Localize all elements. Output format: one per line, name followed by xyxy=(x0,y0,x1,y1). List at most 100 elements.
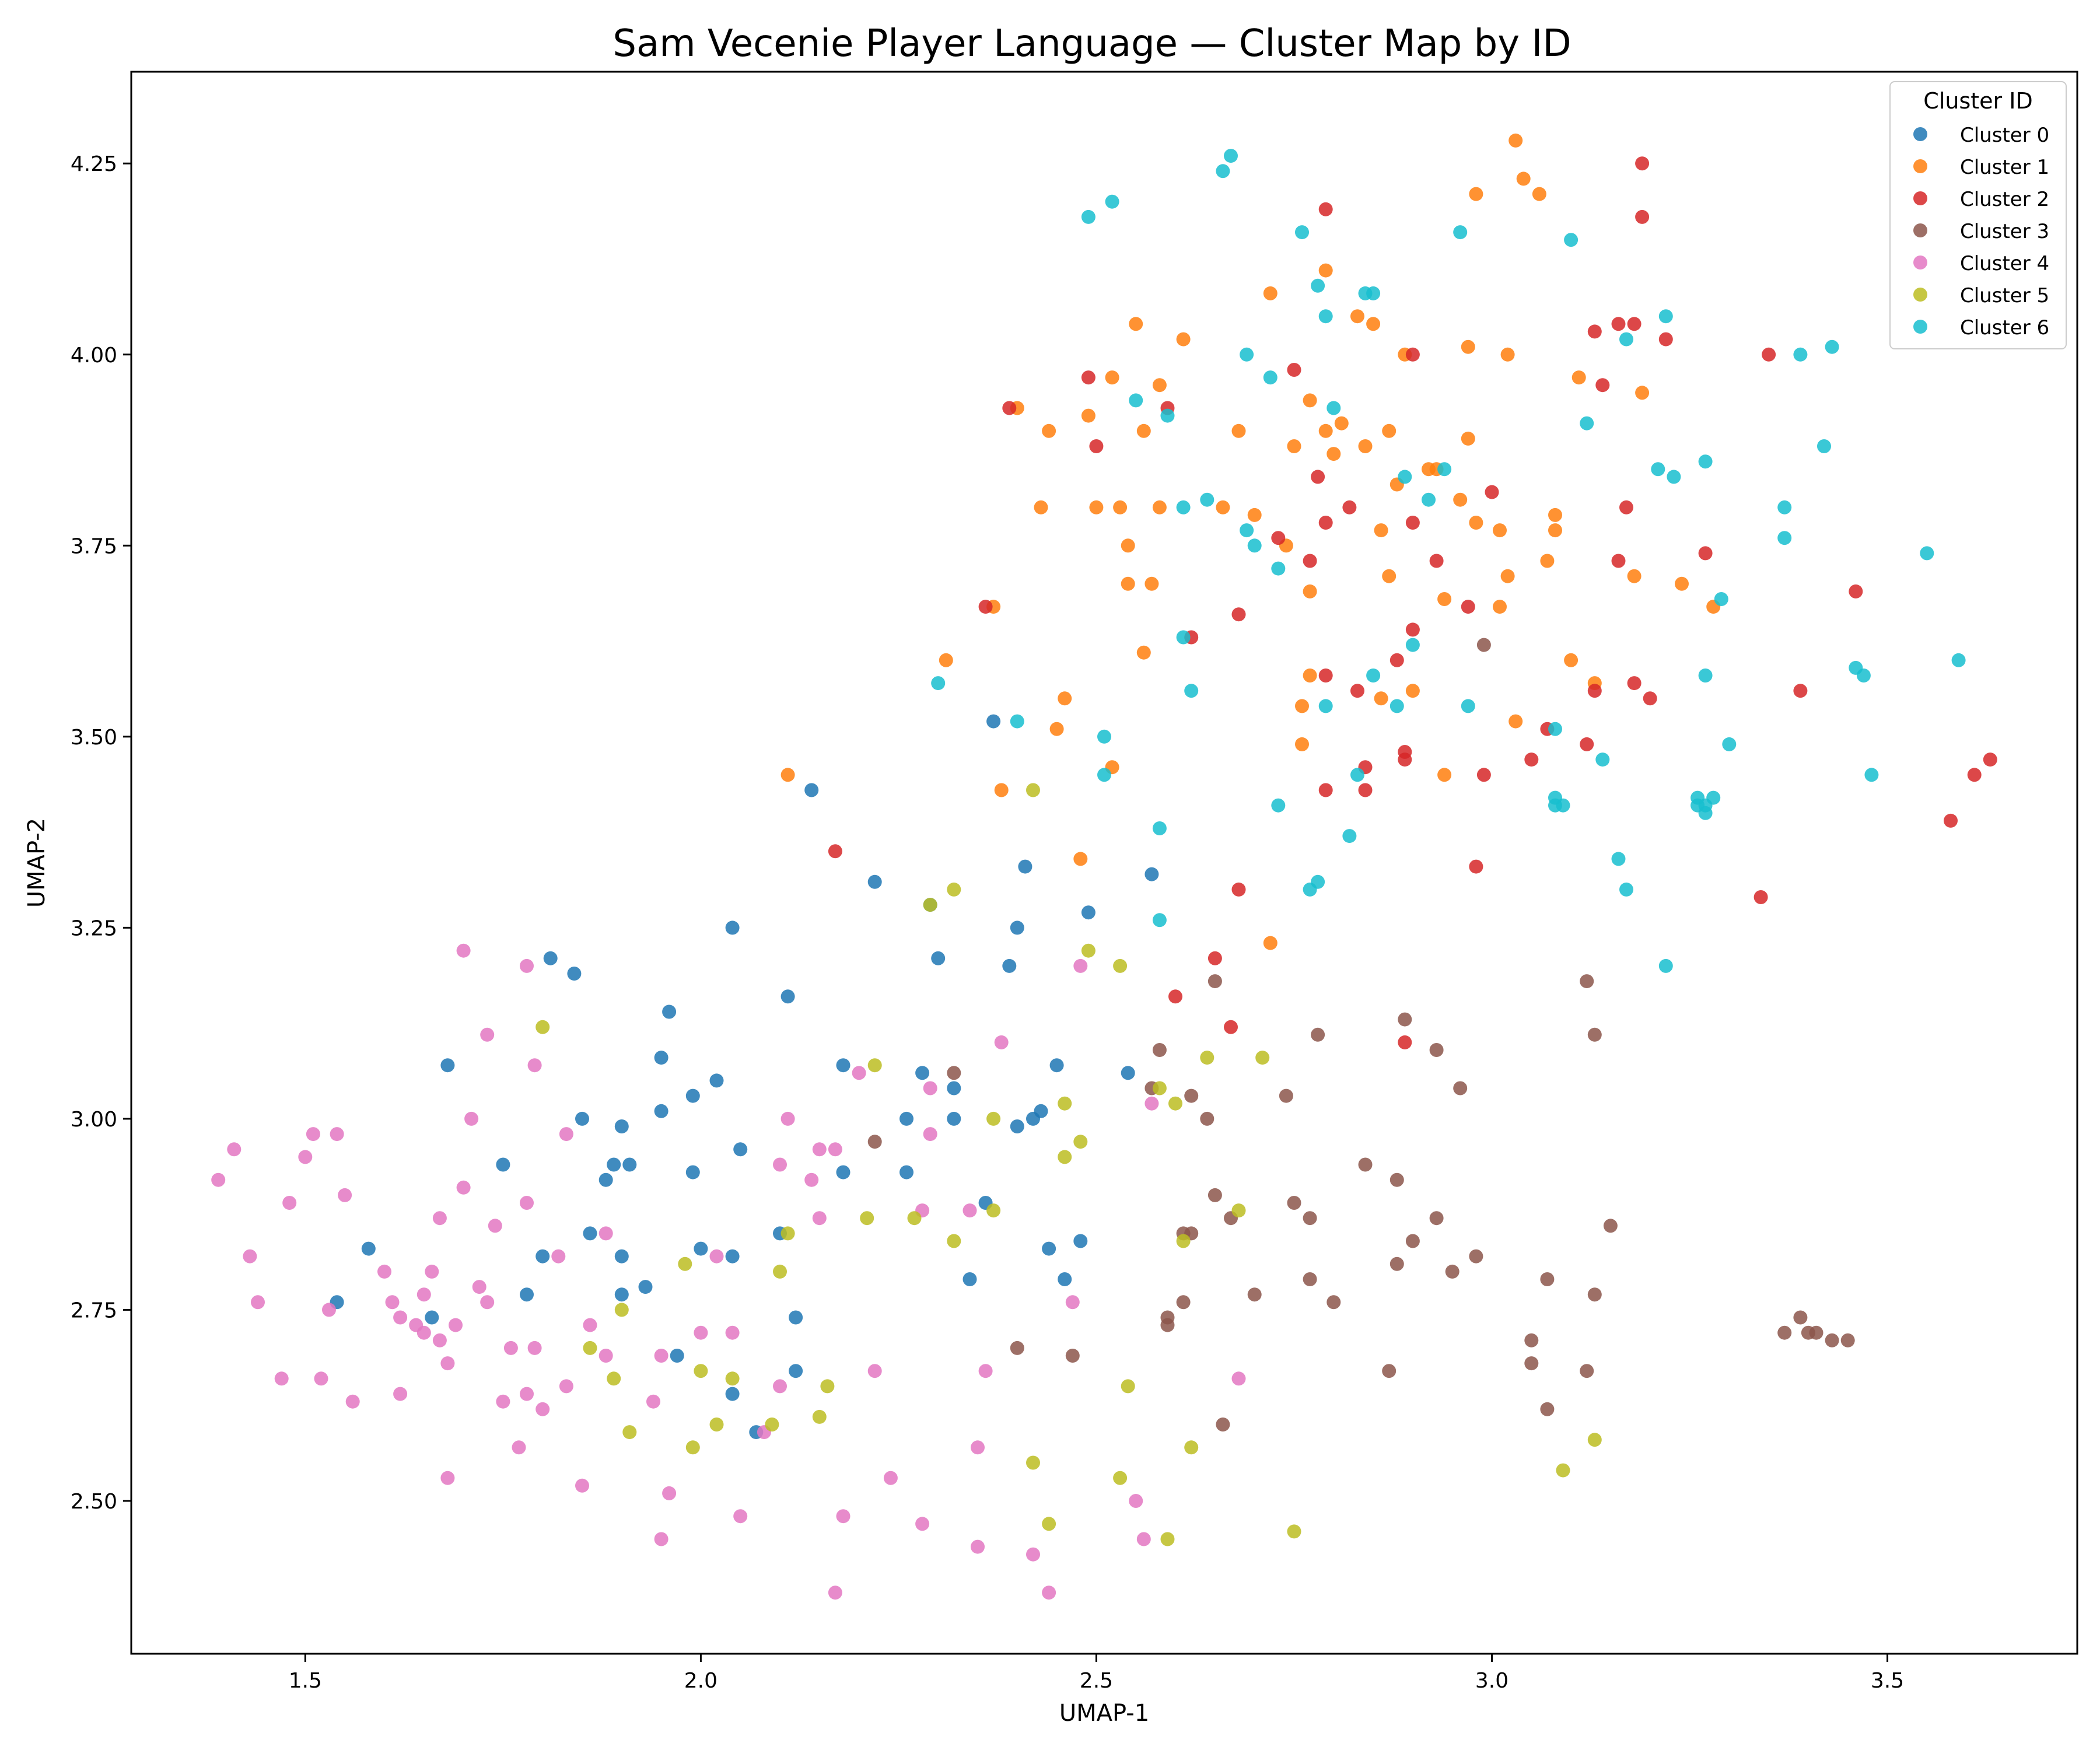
point-cluster-6-59 xyxy=(1698,668,1713,682)
point-cluster-0-22 xyxy=(685,1088,700,1103)
point-cluster-2-16 xyxy=(1318,668,1333,682)
point-cluster-1-20 xyxy=(1144,576,1159,591)
point-cluster-2-14 xyxy=(1303,554,1317,568)
point-cluster-2-53 xyxy=(1762,347,1776,362)
point-cluster-1-24 xyxy=(1216,500,1230,514)
point-cluster-1-1 xyxy=(939,653,953,667)
legend-marker xyxy=(1913,159,1927,173)
point-cluster-1-42 xyxy=(1366,317,1381,331)
point-cluster-0-25 xyxy=(709,1073,724,1088)
point-cluster-1-57 xyxy=(1469,187,1483,201)
point-cluster-4-29 xyxy=(472,1280,487,1294)
point-cluster-3-38 xyxy=(1540,1272,1555,1286)
point-cluster-2-41 xyxy=(1595,378,1610,393)
point-cluster-6-29 xyxy=(1342,829,1357,844)
point-cluster-3-33 xyxy=(1453,1081,1468,1096)
point-cluster-2-19 xyxy=(1318,516,1333,530)
point-cluster-0-28 xyxy=(725,1387,740,1401)
point-cluster-0-21 xyxy=(670,1349,684,1363)
point-cluster-0-45 xyxy=(947,1081,961,1096)
point-cluster-4-24 xyxy=(440,1471,455,1485)
point-cluster-3-30 xyxy=(1429,1043,1444,1057)
point-cluster-0-49 xyxy=(1002,958,1017,973)
point-cluster-5-20 xyxy=(947,1234,961,1248)
point-cluster-1-7 xyxy=(1049,722,1064,736)
point-cluster-4-51 xyxy=(654,1349,668,1363)
point-cluster-2-35 xyxy=(1485,485,1499,499)
point-cluster-1-45 xyxy=(1382,424,1396,438)
point-cluster-0-58 xyxy=(1073,1234,1088,1248)
point-cluster-4-47 xyxy=(598,1226,613,1241)
point-cluster-0-20 xyxy=(662,1005,677,1019)
point-cluster-3-37 xyxy=(1524,1356,1539,1371)
point-cluster-0-51 xyxy=(1010,1119,1024,1133)
x-tick-label: 3.5 xyxy=(1871,1669,1904,1693)
point-cluster-2-26 xyxy=(1398,752,1412,767)
point-cluster-2-28 xyxy=(1405,516,1420,530)
point-cluster-4-11 xyxy=(338,1188,352,1202)
point-cluster-6-20 xyxy=(1271,561,1286,576)
point-cluster-0-33 xyxy=(789,1310,803,1325)
point-cluster-1-3 xyxy=(994,783,1009,797)
point-cluster-0-4 xyxy=(496,1157,510,1172)
point-cluster-0-48 xyxy=(986,714,1001,729)
point-cluster-0-40 xyxy=(900,1165,914,1180)
point-cluster-4-3 xyxy=(251,1295,265,1310)
y-tick-label: 2.75 xyxy=(71,1298,117,1322)
y-tick-label: 3.50 xyxy=(71,726,117,750)
point-cluster-4-80 xyxy=(1042,1586,1056,1600)
point-cluster-1-66 xyxy=(1532,187,1546,201)
point-cluster-4-69 xyxy=(883,1471,898,1485)
point-cluster-6-67 xyxy=(1817,439,1831,453)
point-cluster-4-33 xyxy=(496,1394,510,1409)
point-cluster-2-38 xyxy=(1580,737,1594,751)
point-cluster-1-74 xyxy=(1635,386,1650,400)
point-cluster-4-2 xyxy=(243,1249,257,1264)
point-cluster-6-9 xyxy=(1160,408,1175,423)
point-cluster-1-68 xyxy=(1548,508,1562,522)
point-cluster-3-44 xyxy=(1603,1219,1618,1233)
point-cluster-1-17 xyxy=(1129,317,1143,331)
point-cluster-0-5 xyxy=(520,1287,534,1302)
point-cluster-5-13 xyxy=(812,1409,827,1424)
point-cluster-2-43 xyxy=(1611,317,1626,331)
point-cluster-2-1 xyxy=(978,600,993,614)
point-cluster-4-76 xyxy=(971,1539,985,1554)
point-cluster-6-30 xyxy=(1350,768,1364,782)
point-cluster-0-38 xyxy=(867,874,882,889)
point-cluster-0-24 xyxy=(694,1241,708,1256)
point-cluster-6-39 xyxy=(1453,225,1468,240)
point-cluster-4-15 xyxy=(393,1387,408,1401)
points-layer xyxy=(211,133,1997,1600)
point-cluster-6-16 xyxy=(1240,347,1254,362)
point-cluster-1-25 xyxy=(1231,424,1246,438)
chart-title: Sam Vecenie Player Language — Cluster Ma… xyxy=(612,22,1571,65)
point-cluster-3-42 xyxy=(1587,1287,1602,1302)
point-cluster-3-8 xyxy=(1176,1295,1191,1310)
point-cluster-1-14 xyxy=(1113,500,1128,514)
point-cluster-1-23 xyxy=(1176,332,1191,346)
point-cluster-2-54 xyxy=(1793,684,1808,698)
point-cluster-2-32 xyxy=(1461,600,1475,614)
point-cluster-6-36 xyxy=(1405,638,1420,652)
point-cluster-0-57 xyxy=(1058,1272,1072,1286)
point-cluster-6-37 xyxy=(1422,492,1436,507)
point-cluster-2-40 xyxy=(1587,684,1602,698)
point-cluster-0-3 xyxy=(440,1058,455,1073)
point-cluster-4-40 xyxy=(527,1058,542,1073)
point-cluster-1-38 xyxy=(1326,447,1341,461)
point-cluster-3-23 xyxy=(1326,1295,1341,1310)
point-cluster-1-40 xyxy=(1350,309,1364,324)
point-cluster-1-73 xyxy=(1627,569,1642,583)
point-cluster-2-31 xyxy=(1429,554,1444,568)
point-cluster-4-19 xyxy=(416,1325,431,1340)
point-cluster-2-3 xyxy=(1081,370,1096,385)
point-cluster-1-43 xyxy=(1374,523,1388,538)
point-cluster-6-6 xyxy=(1129,393,1143,408)
point-cluster-1-55 xyxy=(1461,431,1475,446)
point-cluster-1-0 xyxy=(780,768,795,782)
point-cluster-2-30 xyxy=(1405,347,1420,362)
point-cluster-1-53 xyxy=(1437,768,1452,782)
point-cluster-6-73 xyxy=(1951,653,1966,667)
point-cluster-6-68 xyxy=(1825,340,1839,354)
